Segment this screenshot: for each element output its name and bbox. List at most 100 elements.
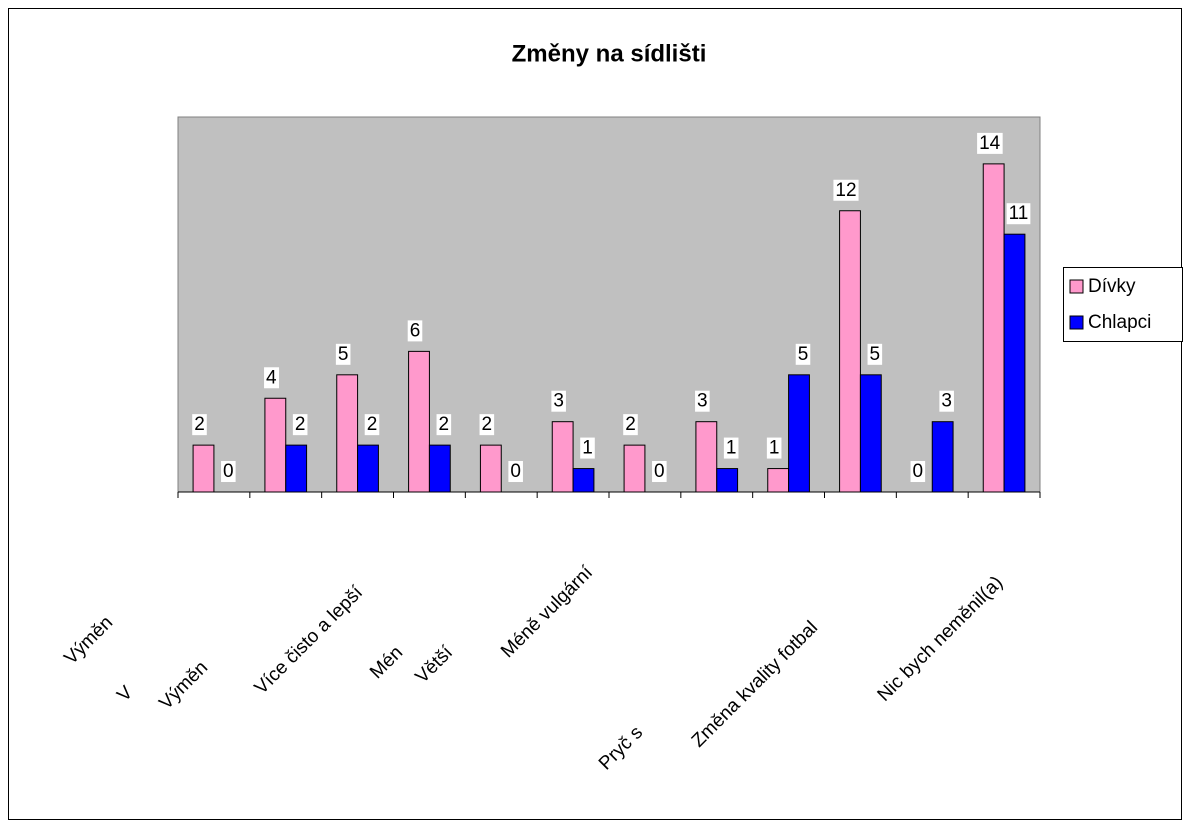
bar xyxy=(192,444,215,493)
data-label-bg xyxy=(508,461,523,483)
data-label: 2 xyxy=(439,414,450,435)
data-label: 2 xyxy=(295,414,306,435)
data-label-group: 0 xyxy=(508,461,523,483)
legend-swatch xyxy=(1069,279,1084,294)
data-label: 14 xyxy=(979,133,1001,154)
legend-swatch xyxy=(1069,315,1084,330)
data-label-group: 5 xyxy=(795,343,811,365)
data-label-group: 3 xyxy=(695,390,710,412)
data-label-bg xyxy=(364,414,380,436)
data-label-bg xyxy=(867,343,883,365)
data-label-bg xyxy=(264,367,280,389)
data-label: 0 xyxy=(510,461,521,482)
bar xyxy=(479,444,502,493)
bar xyxy=(408,350,430,493)
plot-area xyxy=(177,116,1041,493)
data-label: 2 xyxy=(482,414,493,435)
data-label-bg xyxy=(623,414,638,436)
bar xyxy=(859,374,882,493)
data-label-bg xyxy=(695,390,710,412)
data-label-group: 2 xyxy=(364,414,380,436)
bar xyxy=(264,397,287,493)
data-label: 3 xyxy=(553,391,564,412)
data-label-group: 5 xyxy=(867,343,883,365)
data-label-bg xyxy=(479,414,495,436)
data-label-group: 2 xyxy=(436,414,452,436)
bar xyxy=(1003,233,1026,493)
data-label-group: 2 xyxy=(479,414,495,436)
data-label-bg xyxy=(580,437,595,459)
data-label-group: 1 xyxy=(766,437,782,459)
data-label-bg xyxy=(939,390,954,412)
data-label-group: 1 xyxy=(580,437,595,459)
data-label: 1 xyxy=(726,438,737,459)
data-label-group: 12 xyxy=(833,179,859,201)
data-label-group: 0 xyxy=(221,461,236,483)
data-label: 0 xyxy=(654,461,665,482)
data-label-group: 0 xyxy=(910,461,926,483)
data-label: 3 xyxy=(941,391,952,412)
bar xyxy=(931,421,954,493)
data-label-bg xyxy=(795,343,811,365)
data-label-group: 6 xyxy=(407,320,423,342)
data-label-bg xyxy=(652,461,667,483)
data-label: 6 xyxy=(410,320,421,341)
data-label-group: 0 xyxy=(652,461,667,483)
bar xyxy=(716,468,739,493)
data-label: 3 xyxy=(697,391,708,412)
data-label: 12 xyxy=(835,180,856,201)
data-label: 5 xyxy=(338,344,349,365)
data-label: 0 xyxy=(913,461,924,482)
data-label-bg xyxy=(335,343,351,365)
data-label-group: 4 xyxy=(264,367,280,389)
data-label-bg xyxy=(407,320,423,342)
data-label-group: 1 xyxy=(723,437,739,459)
bar xyxy=(336,374,359,493)
data-label: 1 xyxy=(769,438,780,459)
bar xyxy=(428,444,451,493)
data-label-bg xyxy=(192,414,207,436)
bar xyxy=(551,421,574,493)
legend-label: Dívky xyxy=(1088,276,1136,297)
data-label-group: 14 xyxy=(977,132,1003,154)
bar xyxy=(572,468,595,493)
data-label-bg xyxy=(551,390,566,412)
data-label: 2 xyxy=(194,414,205,435)
data-label-bg xyxy=(436,414,452,436)
data-label: 2 xyxy=(625,414,636,435)
bar xyxy=(357,444,379,493)
data-label-bg xyxy=(723,437,739,459)
data-label-bg xyxy=(833,179,859,201)
data-label: 11 xyxy=(1009,203,1029,224)
data-label-bg xyxy=(977,132,1003,154)
data-label: 5 xyxy=(798,344,809,365)
data-label-group: 5 xyxy=(335,343,351,365)
bar xyxy=(285,444,308,493)
data-label: 5 xyxy=(870,344,881,365)
data-label: 2 xyxy=(367,414,378,435)
data-label-bg xyxy=(221,461,236,483)
bar xyxy=(623,444,646,493)
data-label-group: 11 xyxy=(1006,203,1031,225)
bar xyxy=(767,468,790,493)
data-label-bg xyxy=(1006,203,1031,225)
data-label-group: 2 xyxy=(292,414,308,436)
data-label-group: 3 xyxy=(939,390,954,412)
data-label: 4 xyxy=(266,367,277,388)
bar xyxy=(839,210,861,493)
bar xyxy=(982,163,1005,493)
data-label: 0 xyxy=(223,461,234,482)
bar xyxy=(695,421,718,493)
data-label-bg xyxy=(766,437,782,459)
legend-label: Chlapci xyxy=(1088,312,1151,333)
data-label-bg xyxy=(292,414,308,436)
data-label: 1 xyxy=(582,438,593,459)
data-label-group: 3 xyxy=(551,390,566,412)
data-label-group: 2 xyxy=(192,414,207,436)
chart-title: Změny na sídlišti xyxy=(512,40,707,67)
data-label-bg xyxy=(910,461,926,483)
bar xyxy=(788,374,810,493)
data-label-group: 2 xyxy=(623,414,638,436)
